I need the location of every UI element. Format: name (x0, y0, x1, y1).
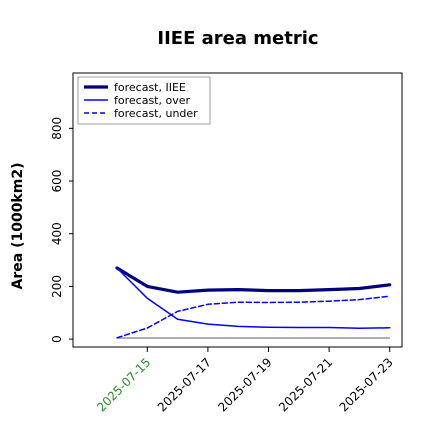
legend-label-1: forecast, over (114, 94, 190, 107)
plot-area (72, 72, 403, 348)
series-line-0 (115, 266, 392, 294)
series-line-1 (116, 267, 391, 330)
series-line-2 (116, 295, 391, 339)
y-axis-label: Area (1000km2) (10, 163, 26, 290)
chart-title: IIEE area metric (157, 28, 318, 49)
y-tick-label-4: 800 (50, 117, 64, 140)
y-tick-label-0: 0 (50, 335, 64, 343)
x-tick-label-2: 2025-07-19 (215, 355, 274, 414)
y-tick-label-2: 400 (50, 222, 64, 245)
x-tick-label-0: 2025-07-15 (94, 355, 153, 414)
y-tick-label-3: 600 (50, 170, 64, 193)
y-tick-label-1: 200 (50, 275, 64, 298)
x-axis: 2025-07-15 2025-07-17 2025-07-19 2025-07-21… (94, 347, 396, 414)
x-tick-label-4: 2025-07-23 (337, 355, 396, 414)
legend-label-2: forecast, under (114, 107, 198, 120)
x-tick-label-1: 2025-07-17 (155, 355, 214, 414)
x-tick-label-3: 2025-07-21 (276, 355, 335, 414)
y-axis: 0 200 400 600 800 (50, 117, 73, 343)
series-layer (115, 266, 392, 339)
legend-label-0: forecast, IIEE (114, 81, 186, 94)
